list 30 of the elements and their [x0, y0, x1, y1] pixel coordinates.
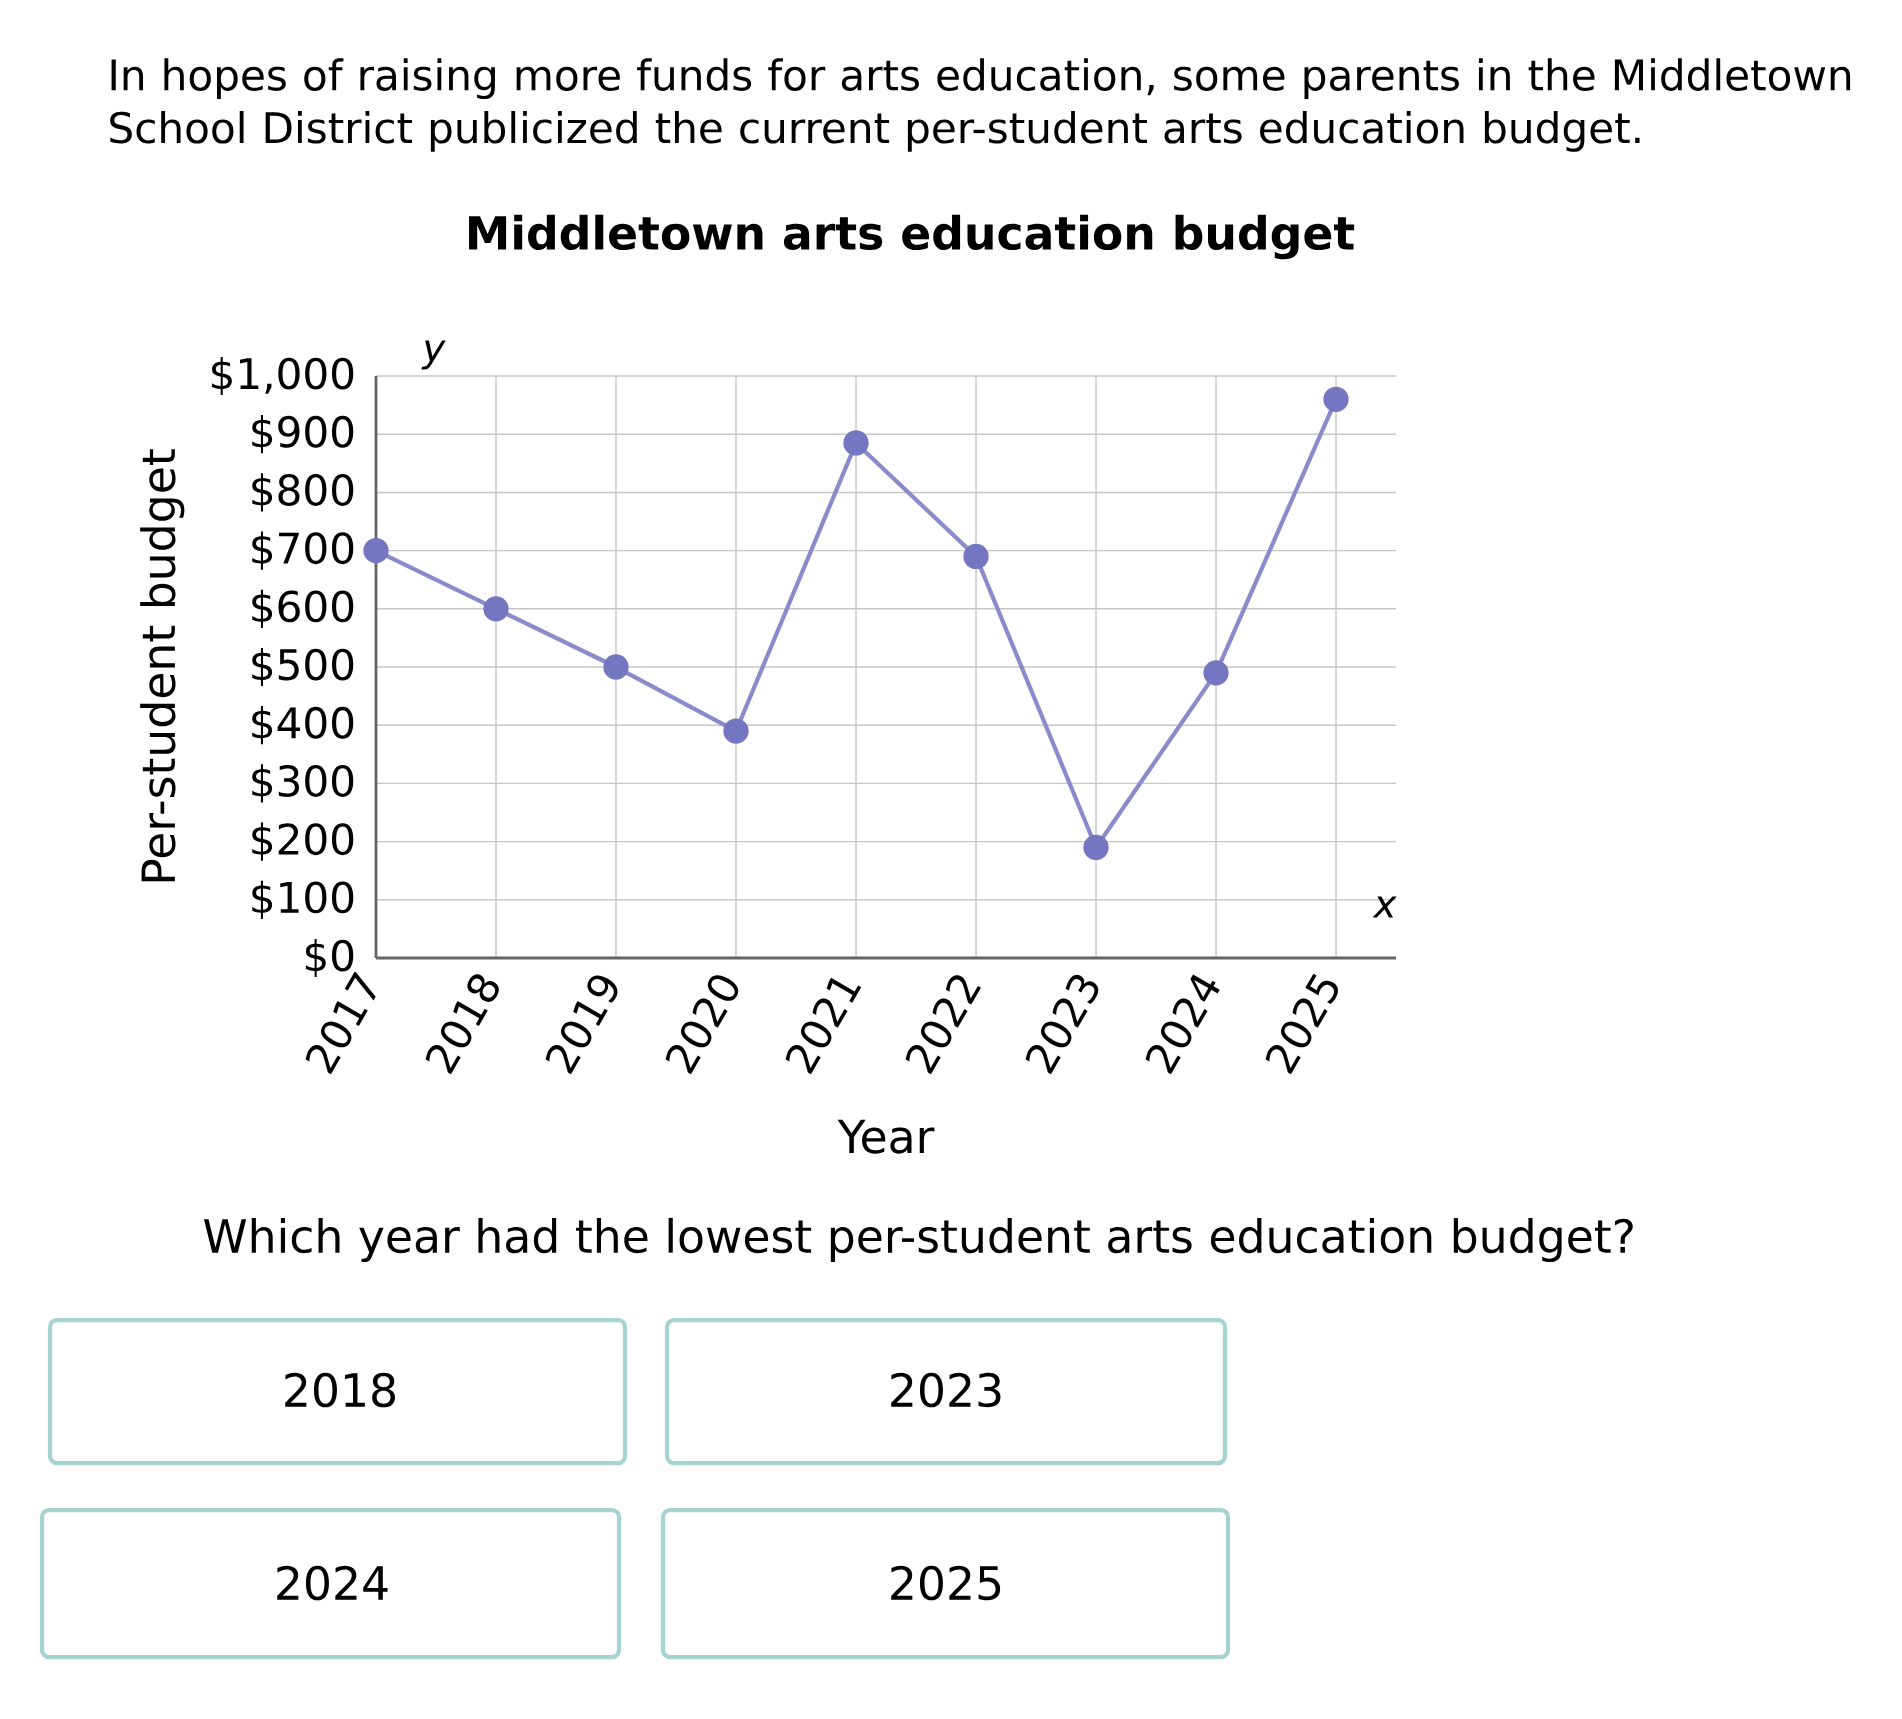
text: 2018 — [285, 1372, 396, 1408]
x-axis-title: Year — [837, 1119, 935, 1154]
y-axis-title: Per-student budget — [140, 449, 185, 882]
text: 2024 — [277, 1565, 388, 1601]
y-tick-label: $900 — [252, 415, 354, 454]
y-tick-label: $300 — [252, 764, 354, 803]
chart-title: Middletown arts education budget — [469, 214, 1355, 260]
y-tick-label: $100 — [252, 880, 354, 919]
text: 2025 — [891, 1565, 1001, 1601]
point — [723, 718, 749, 744]
point — [1203, 660, 1229, 686]
annotation: x — [1372, 896, 1397, 918]
text: Which year had the lowest per-student arts education budget? — [203, 1217, 1633, 1263]
point — [1323, 386, 1349, 412]
y-tick-label: $700 — [252, 531, 354, 570]
y-tick-label: $400 — [252, 706, 354, 745]
point — [963, 543, 989, 570]
point — [843, 430, 869, 456]
text: y — [421, 340, 446, 370]
text: In hopes of raising more funds for arts education, some parents in the Middletown School District publicized the current per-student arts education budget. — [110, 58, 1851, 152]
y-tick-label: $200 — [252, 822, 354, 861]
text: 2023 — [891, 1372, 1001, 1408]
y-tick-label: $800 — [252, 473, 354, 512]
point — [1083, 834, 1109, 861]
y-tick-label: $500 — [252, 647, 354, 687]
point — [363, 537, 389, 564]
point — [603, 654, 629, 680]
point — [483, 596, 509, 622]
y-tick-label: $1,000 — [212, 356, 354, 396]
y-tick-label: $600 — [252, 589, 354, 628]
